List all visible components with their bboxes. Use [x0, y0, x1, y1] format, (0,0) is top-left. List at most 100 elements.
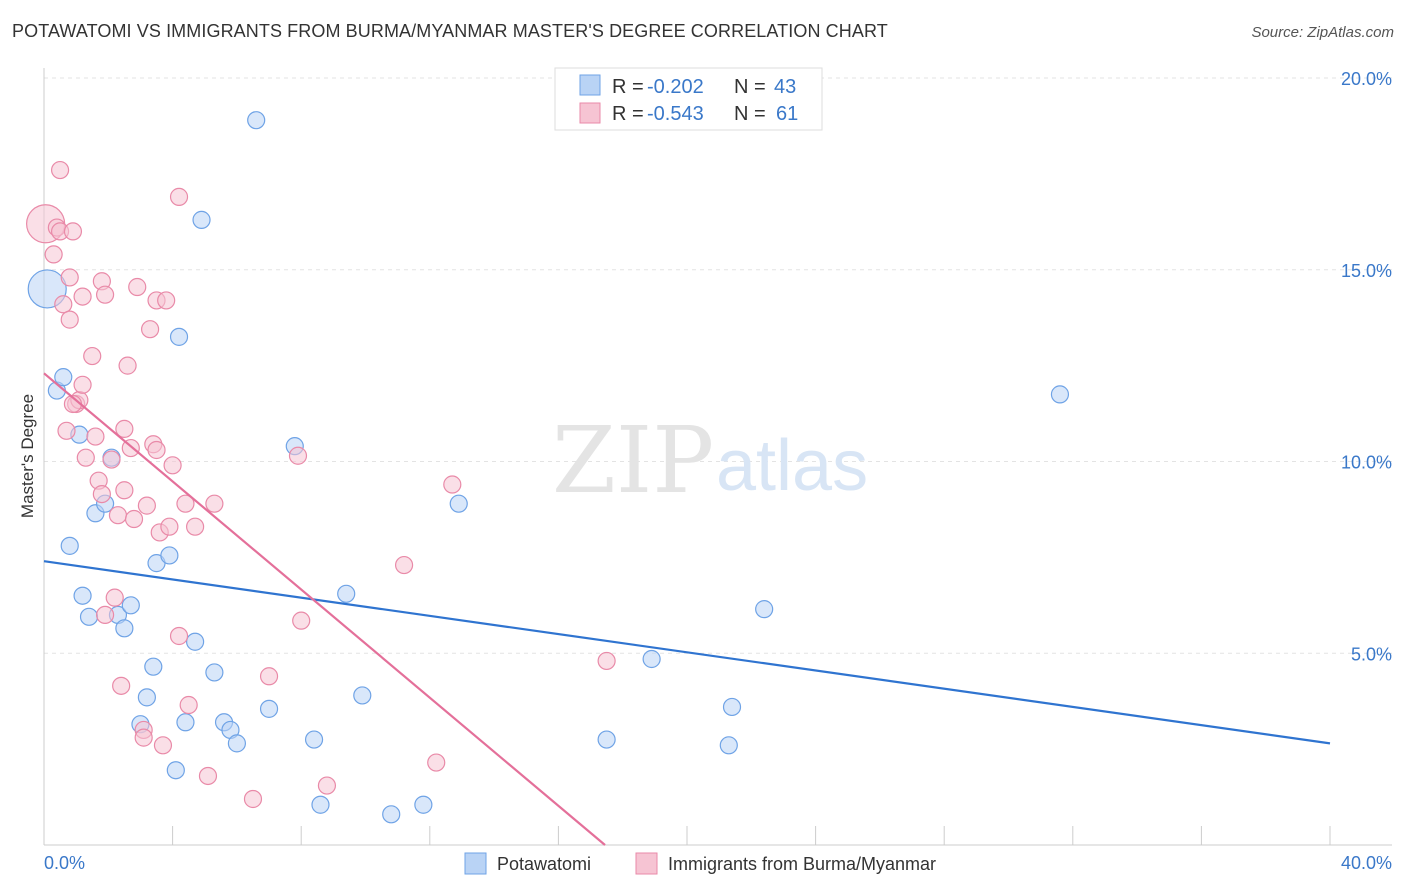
series-burma-points — [26, 160, 616, 809]
potawatomi-point — [166, 761, 185, 780]
burma-point — [124, 509, 144, 529]
potawatomi-point — [353, 686, 372, 705]
burma-point — [115, 481, 134, 500]
burma-point — [118, 356, 137, 375]
burma-point — [243, 789, 263, 809]
burma-point — [153, 736, 173, 755]
potawatomi-point — [205, 663, 224, 682]
y-tick-label: 15.0% — [1341, 261, 1392, 281]
potawatomi-point — [192, 210, 211, 229]
bottom-legend-swatch-pink — [635, 852, 658, 875]
burma-point — [394, 555, 414, 575]
potawatomi-point — [755, 600, 774, 619]
legend-r-label-1: R = — [612, 76, 644, 98]
potawatomi-point — [54, 368, 73, 387]
legend-r-value-2: -0.543 — [647, 103, 704, 125]
burma-point — [57, 421, 76, 440]
legend-n-value-2: 61 — [776, 103, 798, 125]
trend-lines — [43, 372, 1331, 846]
potawatomi-point — [337, 584, 356, 603]
burma-point — [140, 320, 160, 339]
axes — [43, 68, 1392, 846]
burma-point — [292, 611, 311, 630]
burma-point — [83, 346, 102, 366]
burma-point — [160, 517, 179, 536]
potawatomi-point — [414, 795, 433, 814]
x-tick-label-min: 0.0% — [44, 853, 85, 873]
burma-point — [198, 766, 218, 786]
potawatomi-point — [137, 688, 156, 707]
potawatomi-trend-line — [43, 560, 1331, 745]
potawatomi-point — [176, 713, 195, 732]
burma-point — [205, 494, 224, 513]
potawatomi-point — [144, 657, 163, 676]
burma-point — [134, 728, 153, 747]
watermark-zip: ZIP — [552, 407, 714, 514]
gridlines — [44, 77, 1392, 654]
burma-point — [73, 375, 92, 394]
legend-swatch-blue — [579, 74, 601, 96]
potawatomi-point — [382, 805, 401, 824]
burma-point — [259, 667, 279, 686]
potawatomi-point — [247, 111, 266, 130]
burma-point — [128, 277, 147, 297]
legend-n-label-1: N = — [734, 76, 766, 98]
burma-trend-line — [43, 372, 606, 846]
burma-point — [105, 588, 124, 607]
legend-swatch-pink — [579, 102, 601, 124]
burma-point — [288, 446, 308, 465]
burma-point — [60, 268, 79, 287]
chart-source: Source: ZipAtlas.com — [1251, 24, 1394, 41]
potawatomi-point — [115, 619, 134, 638]
potawatomi-point — [642, 649, 661, 669]
potawatomi-point — [121, 596, 140, 615]
legend-r-value-1: -0.202 — [647, 76, 704, 98]
burma-point — [54, 295, 73, 314]
y-tick-label: 10.0% — [1341, 453, 1392, 473]
watermark: ZIP atlas — [552, 407, 868, 514]
burma-point — [115, 419, 134, 439]
burma-point — [179, 695, 198, 715]
potawatomi-point — [449, 494, 468, 513]
potawatomi-point — [186, 632, 205, 651]
potawatomi-point — [160, 546, 179, 565]
burma-point — [108, 506, 128, 525]
burma-point — [137, 496, 156, 515]
burma-point — [597, 651, 616, 671]
burma-point — [169, 187, 189, 206]
legend-n-value-1: 43 — [774, 76, 796, 98]
y-tick-label: 20.0% — [1341, 69, 1392, 89]
x-tick-labels: 0.0% 40.0% — [44, 853, 1392, 873]
burma-point — [50, 160, 70, 180]
burma-point — [73, 287, 92, 306]
potawatomi-point — [597, 730, 616, 749]
potawatomi-point — [73, 586, 92, 605]
burma-point — [44, 245, 63, 264]
potawatomi-point — [60, 536, 79, 555]
legend: R = -0.202 N = 43 R = -0.543 N = 61 — [554, 67, 823, 131]
bottom-legend-swatch-blue — [464, 852, 487, 875]
burma-point — [176, 494, 195, 513]
burma-point — [92, 484, 111, 504]
bottom-legend: Potawatomi Immigrants from Burma/Myanmar — [464, 852, 936, 875]
x-tick-label-max: 40.0% — [1341, 853, 1392, 873]
burma-point — [86, 427, 105, 446]
potawatomi-point — [79, 607, 99, 626]
chart-title: POTAWATOMI VS IMMIGRANTS FROM BURMA/MYAN… — [12, 21, 888, 41]
burma-point — [112, 676, 131, 695]
burma-point — [169, 626, 189, 646]
y-tick-labels: 5.0% 10.0% 15.0% 20.0% — [1341, 69, 1392, 664]
potawatomi-point — [311, 795, 330, 814]
burma-point — [102, 450, 121, 469]
burma-point — [427, 753, 446, 772]
bottom-legend-label-potawatomi: Potawatomi — [497, 854, 591, 874]
potawatomi-point — [169, 327, 189, 346]
burma-point — [443, 475, 462, 494]
x-axis-ticks — [43, 826, 1331, 845]
burma-point — [76, 448, 95, 467]
burma-point — [147, 440, 166, 460]
legend-n-label-2: N = — [734, 103, 766, 125]
potawatomi-point — [722, 697, 742, 717]
burma-point — [163, 456, 182, 475]
